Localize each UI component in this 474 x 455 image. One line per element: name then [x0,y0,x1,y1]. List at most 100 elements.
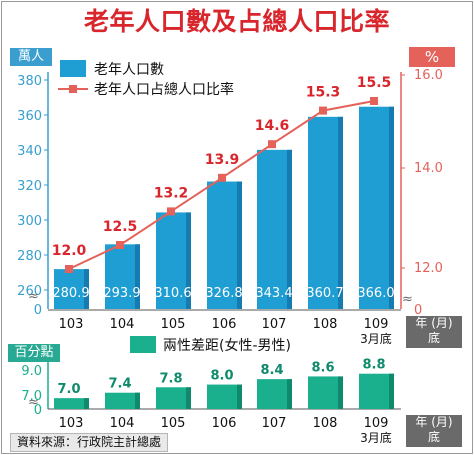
bar-elderly-shade-105 [186,212,191,309]
legend-diff-label: 兩性差距(女性-男性) [163,337,291,354]
bar-elderly-105 [156,212,191,309]
bar-diff-107 [257,379,292,409]
source-note: 資料來源：行政院主計總處 [10,433,169,452]
bar-elderly-109 [359,106,394,309]
bar-value-label: 326.8 [205,286,242,301]
legend-bar-swatch [60,60,86,77]
bar-elderly-107 [257,149,292,309]
ratio-marker-109 [370,97,378,105]
year-tag-line2: 底 [427,331,440,345]
bar-diff-shade-103 [84,398,89,409]
ratio-value-label: 14.6 [255,118,290,134]
diff-value-label: 7.4 [108,377,131,392]
left-axis-tick-label: 320 [17,179,42,194]
top-category-label: 108 [313,317,338,332]
bar-diff-shade-105 [186,387,191,409]
legend-line-marker [69,85,77,93]
top-category-sublabel: 3月底 [360,331,392,346]
bottom-category-label: 109 [364,416,389,431]
year-month-tag-top: 年 (月) 底 [406,316,462,348]
bar-diff-104 [105,392,140,409]
top-category-label: 107 [262,317,287,332]
bar-value-label: 343.4 [255,286,292,301]
right-axis-tick-label: 14.0 [414,161,443,176]
year-tag-line1: 年 (月) [415,316,453,330]
ratio-value-label: 15.3 [306,85,341,101]
right-axis-tick-label: 12.0 [414,261,443,276]
bar-elderly-106 [207,181,242,309]
bottom-axis-tick-label: 0 [34,403,42,418]
chart-title: 老年人口數及占總人口比率 [83,7,390,36]
top-category-label: 105 [161,317,186,332]
bar-elderly-shade-109 [389,106,394,309]
bar-elderly-104 [105,244,140,309]
bar-diff-105 [156,387,191,409]
bar-elderly-shade-103 [84,269,89,309]
left-axis-unit: 萬人 [10,48,52,66]
right-axis-unit: % [409,47,455,67]
left-axis-break: ≈ [28,289,39,304]
right-axis-tick-label: 0 [414,303,422,318]
ratio-value-label: 13.2 [154,185,189,201]
diff-value-label: 8.6 [311,360,334,375]
year-month-tag-bottom: 年 (月) 底 [406,415,462,447]
bar-diff-shade-104 [135,392,140,409]
ratio-marker-106 [218,173,226,182]
bar-elderly-shade-108 [338,116,343,309]
bar-diff-109 [359,373,394,409]
ratio-marker-107 [268,140,276,149]
ratio-value-label: 12.5 [103,219,138,235]
legend-diff-swatch [130,336,156,353]
left-axis-tick-label: 340 [17,144,42,159]
bar-diff-shade-108 [338,376,343,409]
year-tag-line1: 年 (月) [415,415,453,429]
left-axis-tick-label: 300 [17,214,42,229]
bar-elderly-108 [308,116,343,309]
bottom-category-sublabel: 3月底 [360,430,392,445]
bar-diff-108 [308,376,343,409]
diff-value-label: 8.8 [362,358,385,373]
bar-elderly-shade-107 [287,149,292,309]
bar-value-label: 310.6 [154,286,191,301]
bar-diff-shade-109 [389,373,394,409]
ratio-marker-108 [319,106,327,115]
diff-value-label: 7.0 [57,382,80,397]
year-tag-line2: 底 [427,430,440,444]
bottom-axis-tick-label: 7.0 [21,389,42,404]
left-axis-tick-label: 0 [34,303,42,318]
right-axis-break: ≈ [402,292,413,307]
bar-value-label: 366.0 [357,286,394,301]
legend-bar-label: 老年人口數 [94,62,164,78]
left-axis-tick-label: 380 [17,74,42,89]
top-category-label: 104 [110,317,135,332]
top-category-label: 109 [364,317,389,332]
left-axis-tick-label: 360 [17,109,42,124]
top-category-label: 106 [212,317,237,332]
bottom-category-label: 105 [161,416,186,431]
bottom-category-label: 104 [110,416,135,431]
bar-diff-106 [207,384,242,409]
bottom-axis-tick-label: 9.0 [21,364,42,379]
bar-value-label: 360.7 [306,286,343,301]
left-axis-tick-label: 260 [17,284,42,299]
bottom-category-label: 103 [59,416,84,431]
left-axis-tick-label: 280 [17,249,42,264]
bar-value-label: 293.9 [103,286,140,301]
bar-elderly-shade-104 [135,244,140,309]
bar-elderly-103 [54,269,89,309]
top-category-label: 103 [59,317,84,332]
bottom-category-label: 106 [212,416,237,431]
bar-diff-shade-107 [287,379,292,409]
bottom-axis-break: ≈ [28,395,39,410]
ratio-value-label: 15.5 [357,75,392,91]
diff-value-label: 8.0 [210,369,233,384]
bar-diff-103 [54,398,89,409]
diff-value-label: 8.4 [260,363,283,378]
diff-value-label: 7.8 [159,371,182,386]
legend-line-label: 老年人口占總人口比率 [94,81,234,98]
bar-elderly-shade-106 [237,181,242,309]
bottom-axis-unit: 百分點 [8,344,60,362]
bar-diff-shade-106 [237,384,242,409]
ratio-value-label: 12.0 [52,243,87,259]
